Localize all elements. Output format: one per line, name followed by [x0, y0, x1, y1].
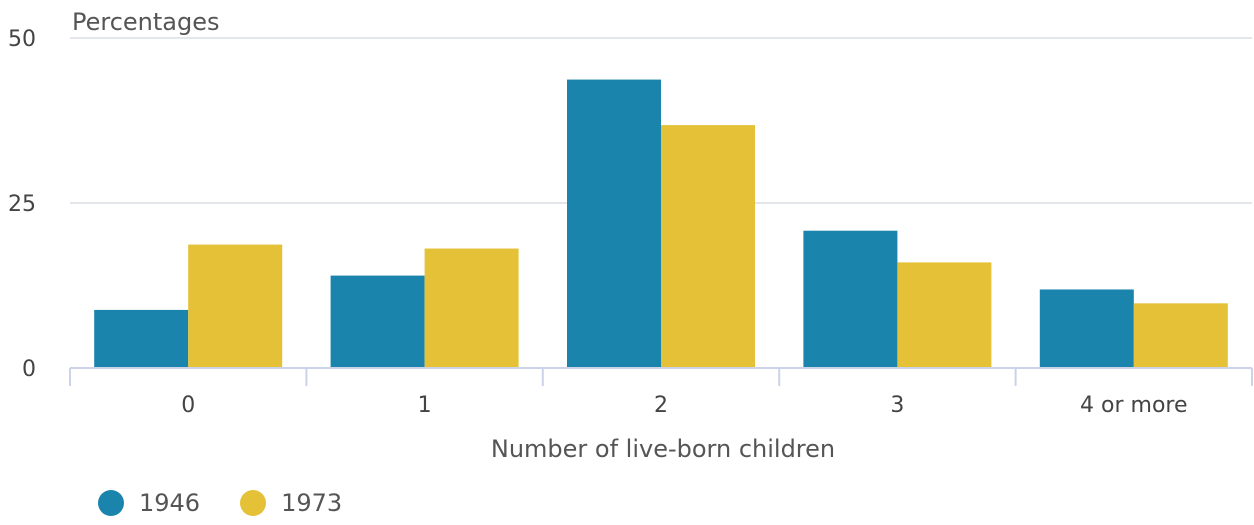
bar-1973-3: [897, 262, 992, 368]
y-tick-label: 25: [8, 192, 36, 217]
legend-swatch-icon: [240, 490, 267, 516]
x-tick-label: 2: [654, 393, 668, 418]
bars: [94, 79, 1228, 369]
legend-label: 1946: [139, 489, 201, 517]
bar-1973-4 or more: [1133, 303, 1228, 368]
x-tick-label: 4 or more: [1080, 393, 1187, 418]
bar-1973-0: [188, 244, 283, 368]
y-tick-label: 50: [8, 27, 36, 52]
x-tick-label: 3: [890, 393, 904, 418]
legend-item-series-2[interactable]: 1973: [240, 490, 342, 516]
bar-1946-4 or more: [1039, 289, 1134, 368]
y-axis-ticks: 0 25 50: [8, 27, 36, 382]
bar-1973-2: [661, 125, 755, 369]
x-axis-title: Number of live-born children: [491, 435, 835, 463]
y-tick-label: 0: [22, 357, 36, 382]
bar-1946-3: [803, 230, 898, 368]
legend-swatch-icon: [98, 490, 124, 516]
x-tick-label: 1: [418, 393, 432, 418]
y-axis-title: Percentages: [72, 8, 220, 36]
bar-1946-0: [94, 309, 189, 368]
bar-chart: 0 25 50 0 1 2 3 4 or more Percentages Number o…: [8, 8, 1253, 463]
bar-1946-1: [330, 275, 425, 368]
legend-item-series-1[interactable]: 1946: [98, 490, 200, 516]
bar-1946-2: [567, 79, 661, 368]
x-axis: 0 1 2 3 4 or more: [69, 367, 1253, 418]
legend-label: 1973: [281, 489, 343, 517]
bar-1973-1: [424, 248, 519, 368]
x-tick-label: 0: [181, 393, 195, 418]
legend: 1946 1973: [98, 490, 382, 516]
